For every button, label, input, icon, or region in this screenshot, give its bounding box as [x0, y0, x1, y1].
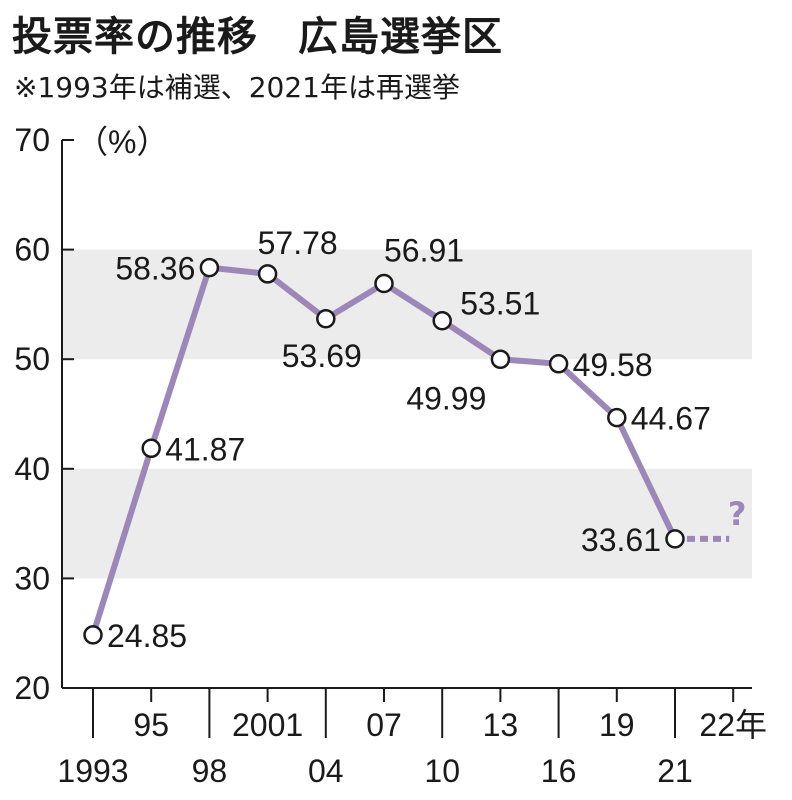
y-tick-label: 60	[14, 232, 50, 268]
x-tick-label: 95	[133, 707, 169, 743]
data-label: 58.36	[115, 251, 195, 287]
x-tick-label: 07	[366, 707, 402, 743]
data-point-marker	[83, 625, 103, 645]
shaded-bands	[62, 249, 752, 579]
data-label: 53.69	[282, 338, 362, 374]
x-tick-label: 13	[483, 707, 519, 743]
x-tick-label: 10	[424, 753, 460, 789]
data-label: 24.85	[107, 618, 187, 654]
chart-title-main: 投票率の推移	[12, 14, 258, 60]
x-tick-label: 22年	[699, 707, 767, 743]
data-points	[83, 257, 685, 645]
x-tick-label: 19	[599, 707, 635, 743]
y-tick-labels: 20 30 40 50 60 70	[14, 122, 50, 706]
data-label: 49.58	[573, 347, 653, 383]
data-point-marker	[316, 309, 336, 329]
x-tick-label: 21	[657, 753, 693, 789]
projection-question-mark: ?	[728, 495, 747, 533]
x-tick-label: 16	[541, 753, 577, 789]
data-point-marker	[432, 310, 452, 331]
shaded-band	[62, 249, 752, 360]
data-label: 41.87	[165, 431, 245, 467]
y-tick-label: 50	[14, 341, 50, 377]
x-tick-label: 04	[308, 753, 344, 789]
shaded-band	[62, 468, 752, 579]
data-label: 57.78	[258, 225, 338, 261]
y-tick-label: 30	[14, 560, 50, 596]
x-tick-label: 98	[192, 753, 228, 789]
y-tick-label: 40	[14, 451, 50, 487]
x-tick-label: 1993	[57, 753, 128, 789]
data-point-marker	[607, 407, 627, 428]
data-point-marker	[665, 529, 685, 549]
data-label: 53.51	[460, 286, 540, 322]
axes	[61, 139, 752, 738]
data-labels: 24.85 41.87 58.36 57.78 53.69 56.91 53.51 49.99…	[107, 225, 711, 654]
data-point-marker	[141, 438, 161, 459]
data-point-marker	[199, 257, 220, 278]
y-tick-label: 20	[14, 670, 50, 706]
data-point-marker	[490, 349, 511, 370]
chart-title: 投票率の推移 広島選挙区	[12, 4, 503, 62]
x-tick-label: 2001	[232, 707, 303, 743]
data-point-marker	[257, 264, 278, 284]
data-point-marker	[374, 273, 394, 294]
y-unit-label: （%）	[76, 124, 168, 160]
chart-title-region: 広島選挙区	[298, 14, 503, 60]
y-tick-label: 70	[14, 122, 50, 158]
data-label: 56.91	[384, 232, 464, 268]
data-label: 33.61	[581, 522, 661, 558]
data-point-marker	[548, 354, 569, 374]
data-label: 49.99	[406, 380, 486, 416]
data-label: 44.67	[631, 401, 711, 437]
chart-subtitle: ※1993年は補選、2021年は再選挙	[14, 71, 460, 104]
projection-segment: ?	[687, 495, 747, 542]
